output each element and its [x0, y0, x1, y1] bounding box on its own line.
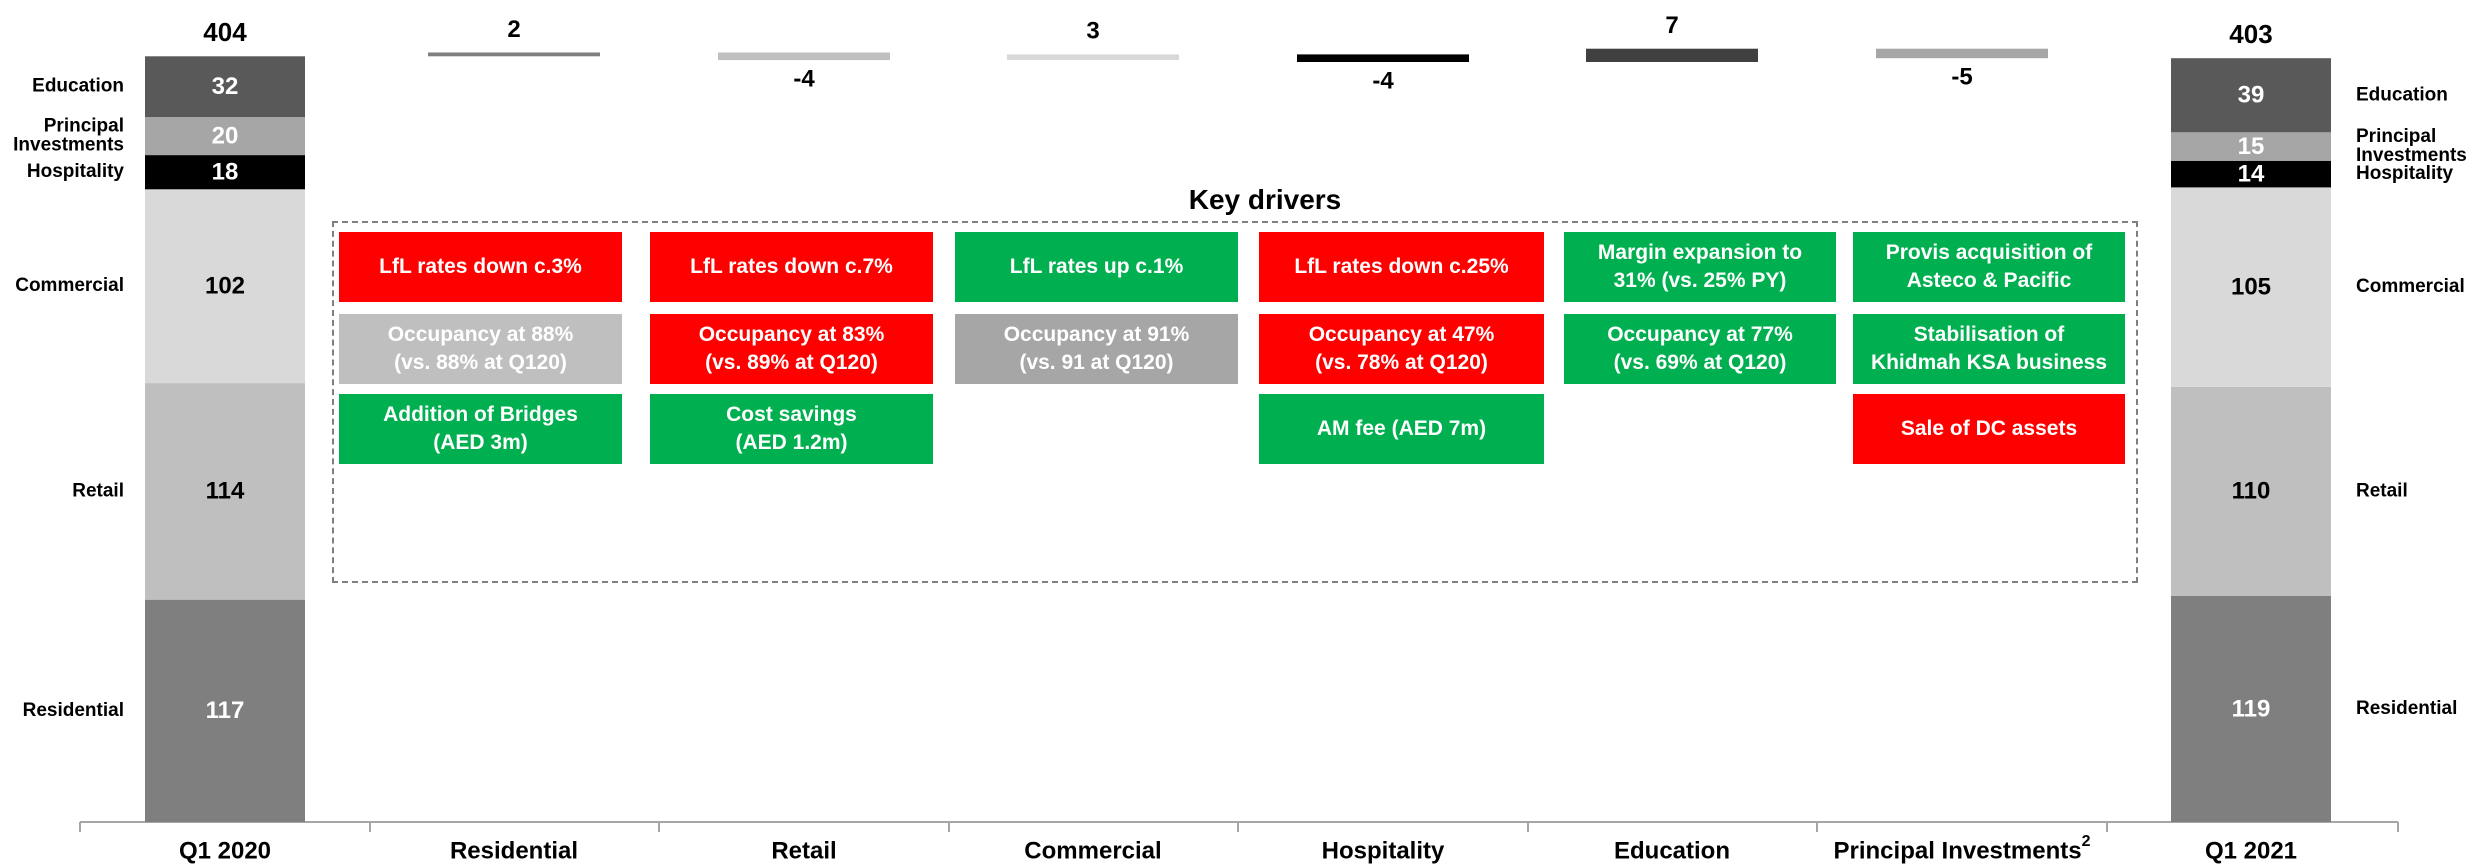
driver-residential-0: LfL rates down c.3% — [339, 232, 622, 302]
driver-residential-1: Occupancy at 88% (vs. 88% at Q120) — [339, 314, 622, 384]
bar-q1-2021-hospitality — [2171, 160, 2331, 188]
bar-change-retail — [718, 52, 890, 61]
driver-commercial-1: Occupancy at 91% (vs. 91 at Q120) — [955, 314, 1238, 384]
segment-label-left-principal-investments-1: Investments — [13, 135, 124, 156]
data-label-q1-2020-residential: 117 — [206, 697, 245, 724]
driver-retail-0: LfL rates down c.7% — [650, 232, 933, 302]
driver-hospitality-1: Occupancy at 47% (vs. 78% at Q120) — [1259, 314, 1544, 384]
driver-retail-1: Occupancy at 83% (vs. 89% at Q120) — [650, 314, 933, 384]
key-drivers-box — [332, 221, 2138, 583]
data-label-change-education: 7 — [1665, 12, 1678, 39]
bar-q1-2021-residential — [2171, 595, 2331, 822]
driver-hospitality-0: LfL rates down c.25% — [1259, 232, 1544, 302]
bar-q1-2020-commercial — [145, 189, 305, 384]
driver-principal-investments-2: Sale of DC assets — [1853, 394, 2125, 464]
segment-label-left-hospitality-0: Hospitality — [27, 161, 125, 182]
data-label-q1-2021-principal-investments: 15 — [2238, 133, 2265, 160]
driver-education-0: Margin expansion to 31% (vs. 25% PY) — [1564, 232, 1836, 302]
data-label-q1-2020-hospitality: 18 — [212, 159, 239, 186]
x-tick-label-q1-2021: Q1 2021 — [2205, 837, 2297, 864]
x-tick-superscript: 2 — [2082, 833, 2091, 850]
data-label-q1-2021-commercial: 105 — [2231, 273, 2271, 300]
segment-label-right-retail-0: Retail — [2356, 480, 2408, 501]
segment-label-left-residential-0: Residential — [23, 700, 124, 721]
segment-label-right-education-0: Education — [2356, 84, 2448, 105]
segment-label-right-principal-investments-0: Principal — [2356, 126, 2436, 147]
data-label-q1-2020-retail: 114 — [206, 478, 245, 505]
bar-q1-2020-retail — [145, 383, 305, 600]
bar-q1-2021-retail — [2171, 386, 2331, 596]
x-tick-label-retail: Retail — [771, 837, 836, 864]
data-label-change-hospitality: -4 — [1372, 67, 1394, 94]
bar-change-education — [1586, 48, 1758, 62]
driver-principal-investments-0: Provis acquisition of Asteco & Pacific — [1853, 232, 2125, 302]
driver-hospitality-2: AM fee (AED 7m) — [1259, 394, 1544, 464]
data-label-q1-2020-education: 32 — [212, 73, 239, 100]
data-label-change-retail: -4 — [793, 65, 815, 92]
data-label-q1-2021-hospitality: 14 — [2238, 160, 2265, 187]
driver-principal-investments-1: Stabilisation of Khidmah KSA business — [1853, 314, 2125, 384]
x-tick-label-commercial: Commercial — [1024, 837, 1161, 864]
driver-education-1: Occupancy at 77% (vs. 69% at Q120) — [1564, 314, 1836, 384]
key-drivers-title: Key drivers — [1188, 184, 1342, 215]
data-label-q1-2021-residential: 119 — [2232, 695, 2271, 722]
x-tick-label-hospitality: Hospitality — [1322, 837, 1445, 864]
bar-q1-2021-education — [2171, 58, 2331, 133]
bar-q1-2021-commercial — [2171, 187, 2331, 387]
driver-commercial-0: LfL rates up c.1% — [955, 232, 1238, 302]
bar-q1-2020-principal-investments — [145, 117, 305, 156]
segment-label-right-hospitality-0: Hospitality — [2356, 163, 2454, 184]
x-tick-label-principal-investments: Principal Investments2 — [1834, 833, 2091, 864]
data-label-q1-2021-retail: 110 — [2232, 478, 2271, 505]
data-label-change-residential: 2 — [507, 16, 520, 43]
segment-label-left-principal-investments-0: Principal — [44, 116, 124, 137]
total-label-q1-2021: 403 — [2229, 19, 2272, 49]
bar-q1-2020-residential — [145, 599, 305, 822]
bar-q1-2020-hospitality — [145, 155, 305, 190]
segment-label-right-residential-0: Residential — [2356, 698, 2457, 719]
segment-label-left-retail-0: Retail — [72, 480, 124, 501]
bar-change-residential — [428, 52, 600, 57]
data-label-change-principal-investments: -5 — [1951, 64, 1972, 91]
bar-q1-2020-education — [145, 56, 305, 118]
data-label-q1-2020-commercial: 102 — [205, 273, 245, 300]
bar-change-commercial — [1007, 54, 1179, 61]
x-tick-label-q1-2020: Q1 2020 — [179, 837, 271, 864]
segment-label-left-commercial-0: Commercial — [15, 275, 124, 296]
x-tick-label-education: Education — [1614, 837, 1730, 864]
data-label-change-commercial: 3 — [1086, 18, 1099, 45]
driver-retail-2: Cost savings (AED 1.2m) — [650, 394, 933, 464]
segment-label-right-commercial-0: Commercial — [2356, 276, 2465, 297]
driver-residential-2: Addition of Bridges (AED 3m) — [339, 394, 622, 464]
bar-change-principal-investments — [1876, 48, 2048, 59]
total-label-q1-2020: 404 — [203, 17, 247, 47]
data-label-q1-2021-education: 39 — [2238, 82, 2265, 109]
bar-q1-2021-principal-investments — [2171, 132, 2331, 161]
bar-change-hospitality — [1297, 54, 1469, 62]
x-tick-label-residential: Residential — [450, 837, 578, 864]
segment-label-right-principal-investments-1: Investments — [2356, 145, 2467, 166]
segment-label-left-education-0: Education — [32, 76, 124, 97]
data-label-q1-2020-principal-investments: 20 — [212, 122, 239, 149]
